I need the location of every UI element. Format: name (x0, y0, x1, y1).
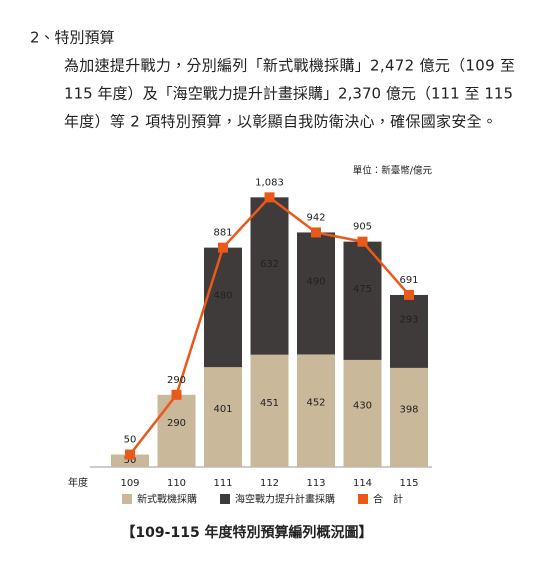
legend-label: 新式戰機採購 (137, 493, 197, 506)
x-tick-label: 110 (167, 478, 186, 489)
bar-segment (204, 247, 242, 368)
total-label: 905 (353, 222, 372, 233)
segment-label: 430 (353, 400, 372, 411)
segment-label: 451 (260, 398, 279, 409)
segment-label: 401 (213, 404, 232, 415)
segment-label: 293 (399, 314, 418, 325)
total-label: 691 (399, 275, 418, 286)
x-tick-label: 109 (120, 478, 139, 489)
bar-segment (297, 354, 335, 467)
paragraph-line: 為加速提升戰力，分別編列「新式戰機採購」2,472 億元（109 至 (64, 57, 515, 75)
segment-label: 475 (353, 284, 372, 295)
paragraph-line: 年度）等 2 項特別預算，以彰顯自我防衛決心，確保國家安全。 (64, 113, 497, 131)
caption: 【109-115 年度特別預算編列概況圖】 (121, 524, 372, 541)
total-marker (404, 289, 414, 300)
legend-swatch (358, 494, 368, 504)
bar-segment (250, 197, 289, 355)
total-marker (264, 192, 275, 203)
unit-label: 單位：新臺幣/億元 (353, 165, 433, 177)
paragraph-line: 115 年度）及「海空戰力提升計畫採購」2,370 億元（111 至 115 (64, 85, 513, 103)
bar-segment (250, 354, 289, 467)
segment-label: 632 (260, 259, 279, 270)
total-marker (171, 389, 182, 400)
total-marker (125, 449, 135, 460)
bar-segment (111, 454, 149, 467)
legend-label: 合 計 (373, 493, 403, 506)
legend-label: 海空戰力提升計畫採購 (235, 493, 335, 506)
total-label: 50 (124, 435, 137, 446)
bar-segment (297, 232, 335, 355)
segment-label: 50 (124, 455, 137, 466)
bar-segment (204, 367, 242, 467)
heading: 2、特別預算 (30, 29, 115, 47)
total-label: 942 (306, 212, 325, 223)
total-marker (218, 242, 228, 253)
total-marker (357, 236, 368, 247)
total-label: 1,083 (255, 177, 284, 188)
legend-swatch (122, 494, 132, 504)
x-tick-label: 114 (353, 478, 372, 489)
x-tick-label: 115 (399, 478, 418, 489)
x-tick-label: 111 (213, 478, 232, 489)
x-tick-label: 113 (306, 478, 325, 489)
total-marker (311, 227, 321, 238)
bar-segment (343, 241, 382, 360)
total-label: 881 (213, 228, 232, 239)
total-label: 290 (167, 375, 186, 386)
bar-segment (157, 394, 196, 467)
segment-label: 398 (399, 404, 418, 415)
bar-segment (390, 367, 428, 467)
x-tick-label: 112 (260, 478, 279, 489)
legend-swatch (220, 494, 230, 504)
x-axis-label: 年度 (68, 476, 88, 489)
bar-segment (343, 359, 382, 467)
segment-label: 290 (167, 418, 186, 429)
segment-label: 490 (306, 276, 325, 287)
bar-segment (390, 294, 428, 368)
segment-label: 452 (306, 398, 325, 409)
segment-label: 480 (213, 290, 232, 301)
